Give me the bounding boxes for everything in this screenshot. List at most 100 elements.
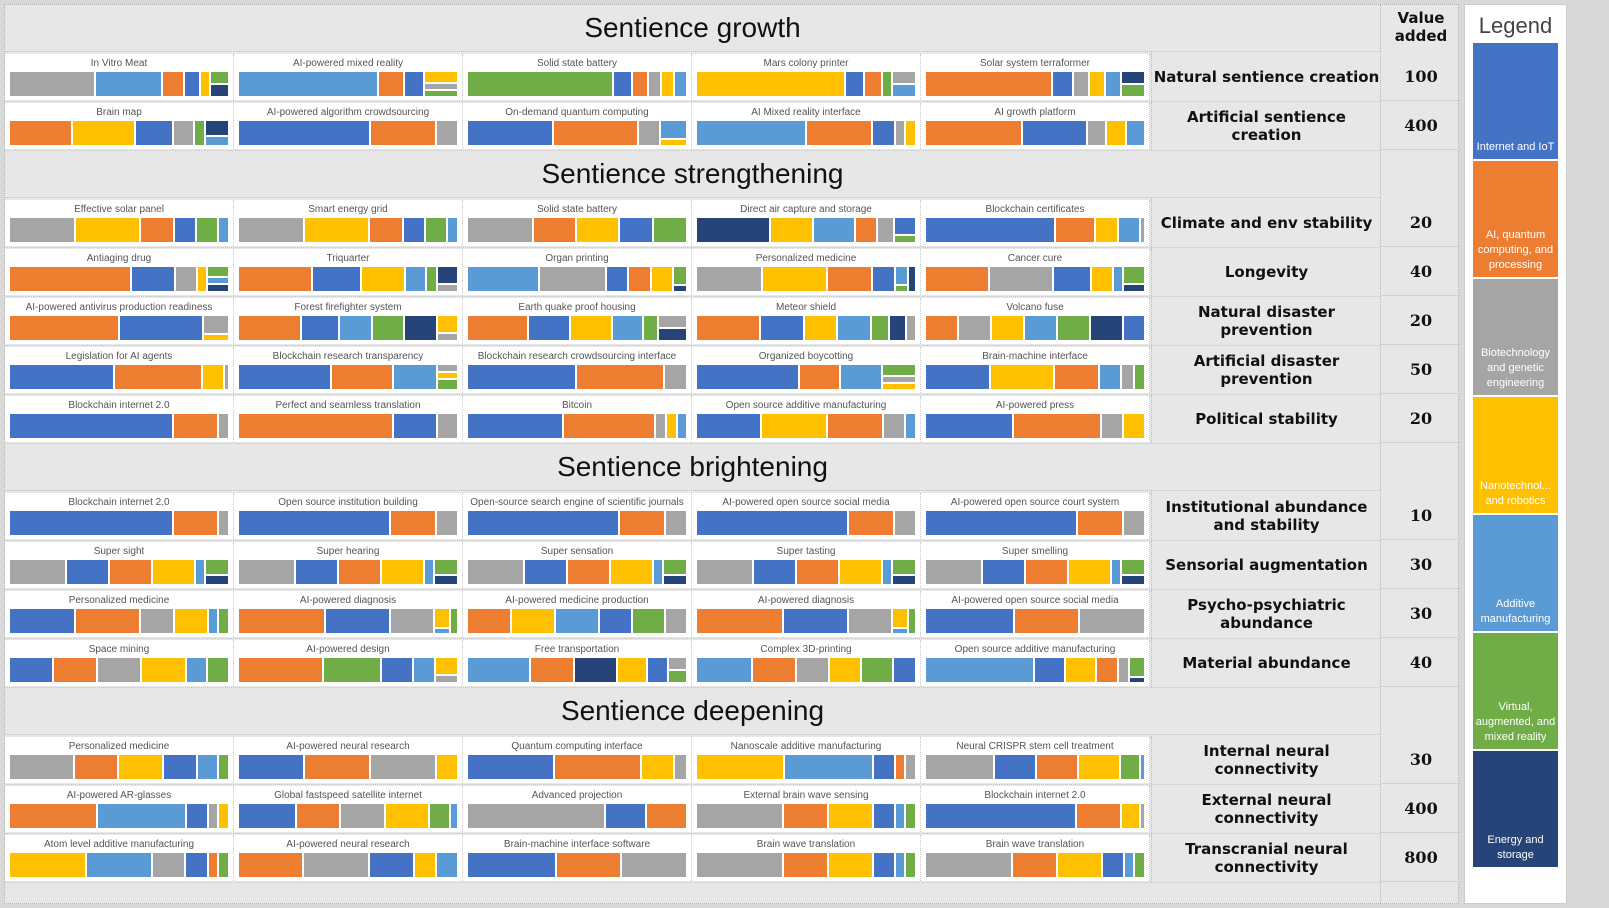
contribution-bar (239, 609, 457, 633)
segment-internet-iot (1053, 267, 1091, 291)
segment-nanotech (10, 853, 86, 877)
innovation-title: Volcano fuse (1006, 302, 1064, 313)
segment-nanotech (435, 609, 450, 627)
innovation-tile: Space mining (5, 640, 234, 686)
segment-virtual-reality (219, 853, 229, 877)
segment-internet-iot (873, 755, 894, 779)
innovation-title: Brain wave translation (756, 839, 856, 850)
segment-biotech (674, 755, 686, 779)
goal-label: Institutional abundance and stability (1151, 492, 1381, 540)
segment-energy-storage (909, 267, 916, 291)
segment-nanotech (666, 414, 676, 438)
segment-biotech (468, 804, 604, 828)
innovation-tile: AI-powered design (234, 640, 463, 686)
segment-nanotech (1090, 72, 1104, 96)
segment-biotech (239, 560, 294, 584)
segment-virtual-reality (219, 755, 228, 779)
value-added: 400 (1381, 102, 1461, 150)
segment-additive-mfg (98, 804, 185, 828)
segment-ai-quantum (239, 414, 392, 438)
innovation-tile: AI-powered open source court system (921, 493, 1150, 539)
value-added: 20 (1381, 297, 1461, 345)
segment-ai-quantum (10, 267, 131, 291)
value-added: 100 (1381, 53, 1461, 101)
innovation-title: AI-powered diagnosis (299, 595, 397, 606)
segment-virtual-reality (871, 316, 889, 340)
goal-row: Antiaging drug Triquarter Organ printing Pe… (5, 248, 1380, 297)
segment-internet-iot (184, 72, 199, 96)
segment-nanotech (641, 755, 673, 779)
segment-internet-iot (239, 755, 303, 779)
contribution-bar (239, 804, 457, 828)
innovation-tile: Nanoscale additive manufacturing (692, 737, 921, 783)
innovation-title: Quantum computing interface (511, 741, 643, 752)
innovation-tile: Mars colony printer (692, 54, 921, 100)
segment-biotech (98, 658, 141, 682)
segment-ai-quantum (468, 316, 527, 340)
segment-ai-quantum (646, 804, 686, 828)
segment-nanotech (73, 121, 135, 145)
contribution-bar (926, 267, 1145, 291)
segment-internet-iot (10, 511, 172, 535)
segment-additive-mfg (697, 658, 752, 682)
segment-biotech (878, 218, 893, 242)
segment-internet-iot (468, 853, 555, 877)
segment-ai-quantum (554, 755, 640, 779)
innovation-title: Solid state battery (536, 58, 618, 69)
segment-internet-iot (468, 414, 562, 438)
segment-virtual-reality (894, 235, 915, 242)
segment-biotech (666, 609, 686, 633)
segment-additive-mfg (1124, 853, 1134, 877)
innovation-tile: Personalized medicine (692, 249, 921, 295)
segment-internet-iot (132, 267, 175, 291)
goal-label: Internal neural connectivity (1151, 736, 1381, 784)
innovation-tile: AI-powered mixed reality (234, 54, 463, 100)
segment-additive-mfg (1111, 560, 1121, 584)
segment-nanotech (829, 804, 872, 828)
innovation-title: Blockchain research crowdsourcing interf… (477, 351, 677, 362)
goal-label: Transcranial neural connectivity (1151, 834, 1381, 882)
contribution-bar (10, 511, 228, 535)
innovation-tile: Blockchain certificates (921, 200, 1150, 246)
segment-ai-quantum (1078, 511, 1122, 535)
value-added: 20 (1381, 395, 1461, 443)
segment-biotech (437, 284, 457, 291)
innovation-tile: Meteor shield (692, 298, 921, 344)
segment-biotech (1118, 658, 1128, 682)
segment-additive-mfg (895, 853, 905, 877)
contribution-bar (468, 804, 686, 828)
innovation-tile: Neural CRISPR stem cell treatment (921, 737, 1150, 783)
segment-ai-quantum (1013, 853, 1057, 877)
innovation-tile: In Vitro Meat (5, 54, 234, 100)
segment-energy-storage (1122, 575, 1144, 584)
segment-stack (893, 560, 915, 584)
segment-ai-quantum (208, 853, 218, 877)
segment-ai-quantum (784, 853, 828, 877)
segment-biotech (540, 267, 605, 291)
segment-internet-iot (619, 218, 652, 242)
innovation-title: AI-powered neural research (286, 839, 410, 850)
segment-stack (206, 560, 228, 584)
segment-additive-mfg (424, 560, 434, 584)
segment-biotech (176, 267, 196, 291)
value-added: 40 (1381, 639, 1461, 687)
contribution-bar (926, 853, 1144, 877)
contribution-bar (10, 560, 228, 584)
segment-stack (203, 316, 228, 340)
contribution-bar (10, 267, 228, 292)
segment-biotech (893, 72, 915, 83)
segment-virtual-reality (861, 658, 892, 682)
segment-internet-iot (873, 853, 894, 877)
segment-biotech (10, 218, 74, 242)
innovation-title: Bitcoin (561, 400, 592, 411)
contribution-bar (239, 853, 457, 877)
goal-row: Effective solar panel Smart energy grid So… (5, 199, 1380, 248)
segment-biotech (219, 414, 228, 438)
segment-nanotech (829, 853, 872, 877)
goal-row: AI-powered AR-glasses Global fastspeed sa… (5, 785, 1380, 834)
segment-internet-iot (239, 511, 390, 535)
segment-ai-quantum (10, 804, 97, 828)
innovation-title: Open-source search engine of scientific … (470, 497, 684, 508)
innovation-tile: Solar system terraformer (921, 54, 1150, 100)
segment-stack (1129, 658, 1144, 682)
